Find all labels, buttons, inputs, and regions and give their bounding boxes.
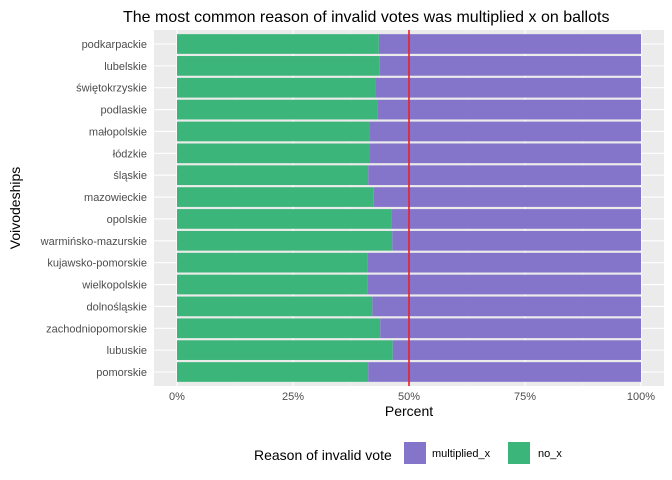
bar-multiplied-x bbox=[375, 77, 641, 98]
bar-multiplied-x bbox=[368, 362, 641, 382]
bar-multiplied-x bbox=[367, 274, 641, 295]
bar-multiplied-x bbox=[392, 340, 641, 360]
x-tick-label: 75% bbox=[514, 391, 536, 403]
y-tick-label: opolskie bbox=[107, 214, 147, 226]
bar-multiplied-x bbox=[373, 187, 641, 207]
y-tick-label: warmińsko-mazurskie bbox=[40, 236, 147, 248]
bar-no-x bbox=[177, 252, 368, 273]
bar-no-x bbox=[177, 340, 393, 360]
bar-multiplied-x bbox=[367, 252, 641, 273]
y-tick-label: zachodniopomorskie bbox=[46, 323, 147, 335]
bars-layer bbox=[177, 34, 641, 382]
bar-multiplied-x bbox=[392, 230, 641, 251]
bar-multiplied-x bbox=[372, 296, 641, 317]
y-tick-label: śląskie bbox=[113, 170, 147, 182]
bar-multiplied-x bbox=[391, 209, 641, 229]
x-tick-label: 50% bbox=[398, 391, 420, 403]
y-tick-label: łódzkie bbox=[113, 148, 147, 160]
y-tick-label: dolnośląskie bbox=[86, 301, 147, 313]
bar-no-x bbox=[177, 230, 393, 251]
x-axis-title: Percent bbox=[385, 403, 433, 419]
bar-multiplied-x bbox=[370, 143, 641, 164]
y-tick-label: podlaskie bbox=[101, 105, 147, 117]
y-tick-label: podkarpackie bbox=[82, 39, 147, 51]
y-axis-title: Voivodeships bbox=[7, 167, 23, 250]
y-tick-label: małopolskie bbox=[89, 126, 147, 138]
bar-no-x bbox=[177, 143, 371, 164]
legend-title: Reason of invalid vote bbox=[254, 447, 392, 463]
bar-no-x bbox=[177, 362, 369, 382]
bar-no-x bbox=[177, 296, 373, 317]
bar-no-x bbox=[177, 56, 380, 76]
x-tick-label: 100% bbox=[627, 391, 655, 403]
bar-multiplied-x bbox=[378, 34, 641, 54]
legend-label-no-x: no_x bbox=[538, 448, 562, 460]
bar-multiplied-x bbox=[368, 165, 641, 186]
bar-no-x bbox=[177, 209, 392, 229]
x-axis-tick-labels: 0% 25% 50% 75% 100% bbox=[169, 391, 655, 403]
legend: Reason of invalid vote multiplied_x no_x bbox=[254, 442, 562, 464]
bar-multiplied-x bbox=[379, 56, 641, 76]
y-tick-label: lubelskie bbox=[104, 61, 147, 73]
bar-no-x bbox=[177, 165, 369, 186]
bar-no-x bbox=[177, 318, 381, 339]
bar-no-x bbox=[177, 121, 370, 142]
y-tick-label: świętokrzyskie bbox=[76, 83, 147, 95]
y-tick-label: wielkopolskie bbox=[81, 280, 147, 292]
bar-multiplied-x bbox=[380, 318, 641, 339]
y-tick-label: lubuskie bbox=[107, 345, 147, 357]
x-tick-label: 0% bbox=[169, 391, 185, 403]
bar-no-x bbox=[177, 274, 368, 295]
y-axis-tick-labels: podkarpackie lubelskie świętokrzyskie podla… bbox=[40, 39, 147, 379]
chart-title: The most common reason of invalid votes … bbox=[123, 9, 609, 26]
bar-multiplied-x bbox=[369, 121, 641, 142]
legend-key-multiplied-x bbox=[404, 442, 426, 464]
bar-multiplied-x bbox=[377, 99, 641, 120]
bar-no-x bbox=[177, 187, 374, 207]
y-tick-label: kujawsko-pomorskie bbox=[47, 258, 147, 270]
y-tick-label: mazowieckie bbox=[84, 192, 147, 204]
x-tick-label: 25% bbox=[282, 391, 304, 403]
bar-no-x bbox=[177, 77, 376, 98]
bar-no-x bbox=[177, 99, 378, 120]
legend-label-multiplied-x: multiplied_x bbox=[432, 448, 491, 460]
legend-key-no-x bbox=[508, 442, 530, 464]
bar-no-x bbox=[177, 34, 379, 54]
y-tick-label: pomorskie bbox=[96, 367, 147, 379]
